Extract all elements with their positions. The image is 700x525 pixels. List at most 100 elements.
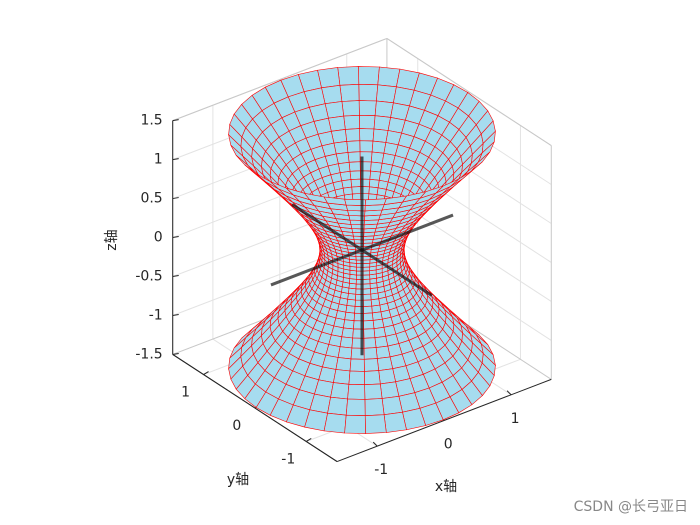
surface-patch bbox=[342, 186, 353, 196]
surface-patch bbox=[374, 335, 389, 348]
grid-line bbox=[386, 232, 552, 341]
z-tick bbox=[172, 275, 179, 278]
watermark: CSDN @长弓亚日 bbox=[574, 499, 688, 515]
z-tick-label: 1.5 bbox=[140, 113, 162, 129]
surface-patch bbox=[378, 368, 396, 385]
surface-patch bbox=[337, 66, 360, 86]
surface-patch bbox=[344, 311, 355, 322]
x-tick bbox=[372, 441, 378, 447]
surface-patch bbox=[351, 186, 361, 195]
surface-patch bbox=[362, 288, 372, 295]
surface-patch bbox=[364, 398, 385, 417]
surface-patch bbox=[347, 151, 361, 163]
surface-patch bbox=[343, 114, 360, 130]
x-tick bbox=[506, 390, 512, 396]
surface-patch bbox=[362, 293, 372, 301]
surface-patch bbox=[375, 345, 391, 359]
surface-patch bbox=[344, 414, 366, 434]
surface-patch bbox=[363, 347, 378, 360]
surface-patch bbox=[359, 128, 375, 142]
z-tick-label: 0 bbox=[154, 230, 163, 246]
box-edge bbox=[172, 37, 388, 122]
surface-patch bbox=[363, 337, 377, 349]
surface-patch bbox=[358, 100, 377, 117]
surface-patch bbox=[348, 287, 357, 295]
surface-patch bbox=[339, 336, 354, 349]
surface-patch bbox=[341, 179, 353, 189]
surface-patch bbox=[362, 274, 371, 280]
surface-patch bbox=[344, 128, 361, 142]
surface-patch bbox=[323, 412, 347, 434]
z-tick-label: -1 bbox=[149, 307, 163, 323]
surface-patch bbox=[337, 346, 353, 360]
surface-patch bbox=[348, 370, 365, 386]
z-tick-label: 1 bbox=[154, 152, 163, 168]
surface-patch bbox=[363, 328, 376, 339]
surface-patch bbox=[372, 128, 389, 143]
surface-patch bbox=[363, 320, 375, 330]
surface-patch bbox=[345, 398, 366, 417]
surface-patch bbox=[330, 382, 350, 400]
y-tick-label: -1 bbox=[281, 451, 295, 467]
surface-patch bbox=[364, 198, 387, 206]
z-tick-label: 0.5 bbox=[140, 191, 162, 207]
x-tick-label: 0 bbox=[444, 436, 453, 452]
y-tick-label: 0 bbox=[232, 418, 241, 434]
surface-patch bbox=[373, 115, 391, 131]
surface-patch bbox=[349, 170, 361, 180]
z-tick bbox=[172, 313, 179, 316]
surface-patch bbox=[377, 66, 401, 88]
surface-patch bbox=[362, 278, 371, 285]
surface-patch bbox=[346, 140, 361, 153]
surface-patch bbox=[341, 100, 360, 117]
surface-patch bbox=[362, 299, 373, 307]
z-tick-label: -1.5 bbox=[135, 346, 162, 362]
surface-patch bbox=[348, 161, 361, 172]
surface-patch bbox=[359, 114, 376, 130]
surface-patch bbox=[364, 383, 383, 400]
surface-patch bbox=[346, 298, 356, 307]
surface-patch bbox=[362, 283, 371, 290]
surface-patch bbox=[370, 161, 383, 173]
surface-patch bbox=[358, 83, 379, 102]
z-tick bbox=[172, 158, 179, 161]
surface-patch bbox=[347, 293, 357, 301]
surface-patch bbox=[379, 381, 400, 399]
surface-patch bbox=[350, 178, 361, 188]
z-tick bbox=[172, 352, 179, 355]
surface-patch bbox=[345, 305, 356, 314]
y-axis-label: y轴 bbox=[227, 472, 249, 488]
surface-patch bbox=[363, 358, 380, 372]
z-axis-label: z轴 bbox=[104, 229, 120, 250]
surface-patch bbox=[374, 100, 394, 118]
surface-patch bbox=[368, 186, 379, 195]
surface-patch bbox=[370, 151, 385, 164]
surface-patch bbox=[339, 83, 360, 102]
box-edge bbox=[386, 38, 552, 146]
surface-patch bbox=[362, 270, 370, 276]
x-tick-label: 1 bbox=[511, 411, 520, 427]
y-tick-label: 1 bbox=[181, 385, 190, 401]
surface-patch bbox=[333, 369, 351, 385]
surface-patch bbox=[369, 170, 381, 181]
z-tick bbox=[172, 236, 179, 239]
surface-patch bbox=[349, 358, 365, 372]
surface-patch bbox=[369, 178, 380, 189]
surface-patch bbox=[359, 140, 374, 153]
z-tick-label: -0.5 bbox=[135, 269, 162, 285]
y-tick bbox=[203, 371, 209, 375]
surface-patch bbox=[364, 414, 387, 434]
surface-patch bbox=[363, 305, 373, 314]
surface-patch bbox=[364, 370, 381, 386]
surface-patch bbox=[383, 411, 407, 433]
surface-patch bbox=[341, 327, 354, 339]
surface-patch bbox=[376, 84, 397, 104]
surface-patch bbox=[376, 356, 394, 371]
surface-patch bbox=[358, 66, 380, 86]
surface-patch bbox=[363, 312, 374, 322]
surface-patch bbox=[343, 319, 355, 330]
z-tick bbox=[172, 119, 179, 122]
surface-patch bbox=[371, 140, 387, 154]
surface-patch bbox=[347, 383, 366, 400]
